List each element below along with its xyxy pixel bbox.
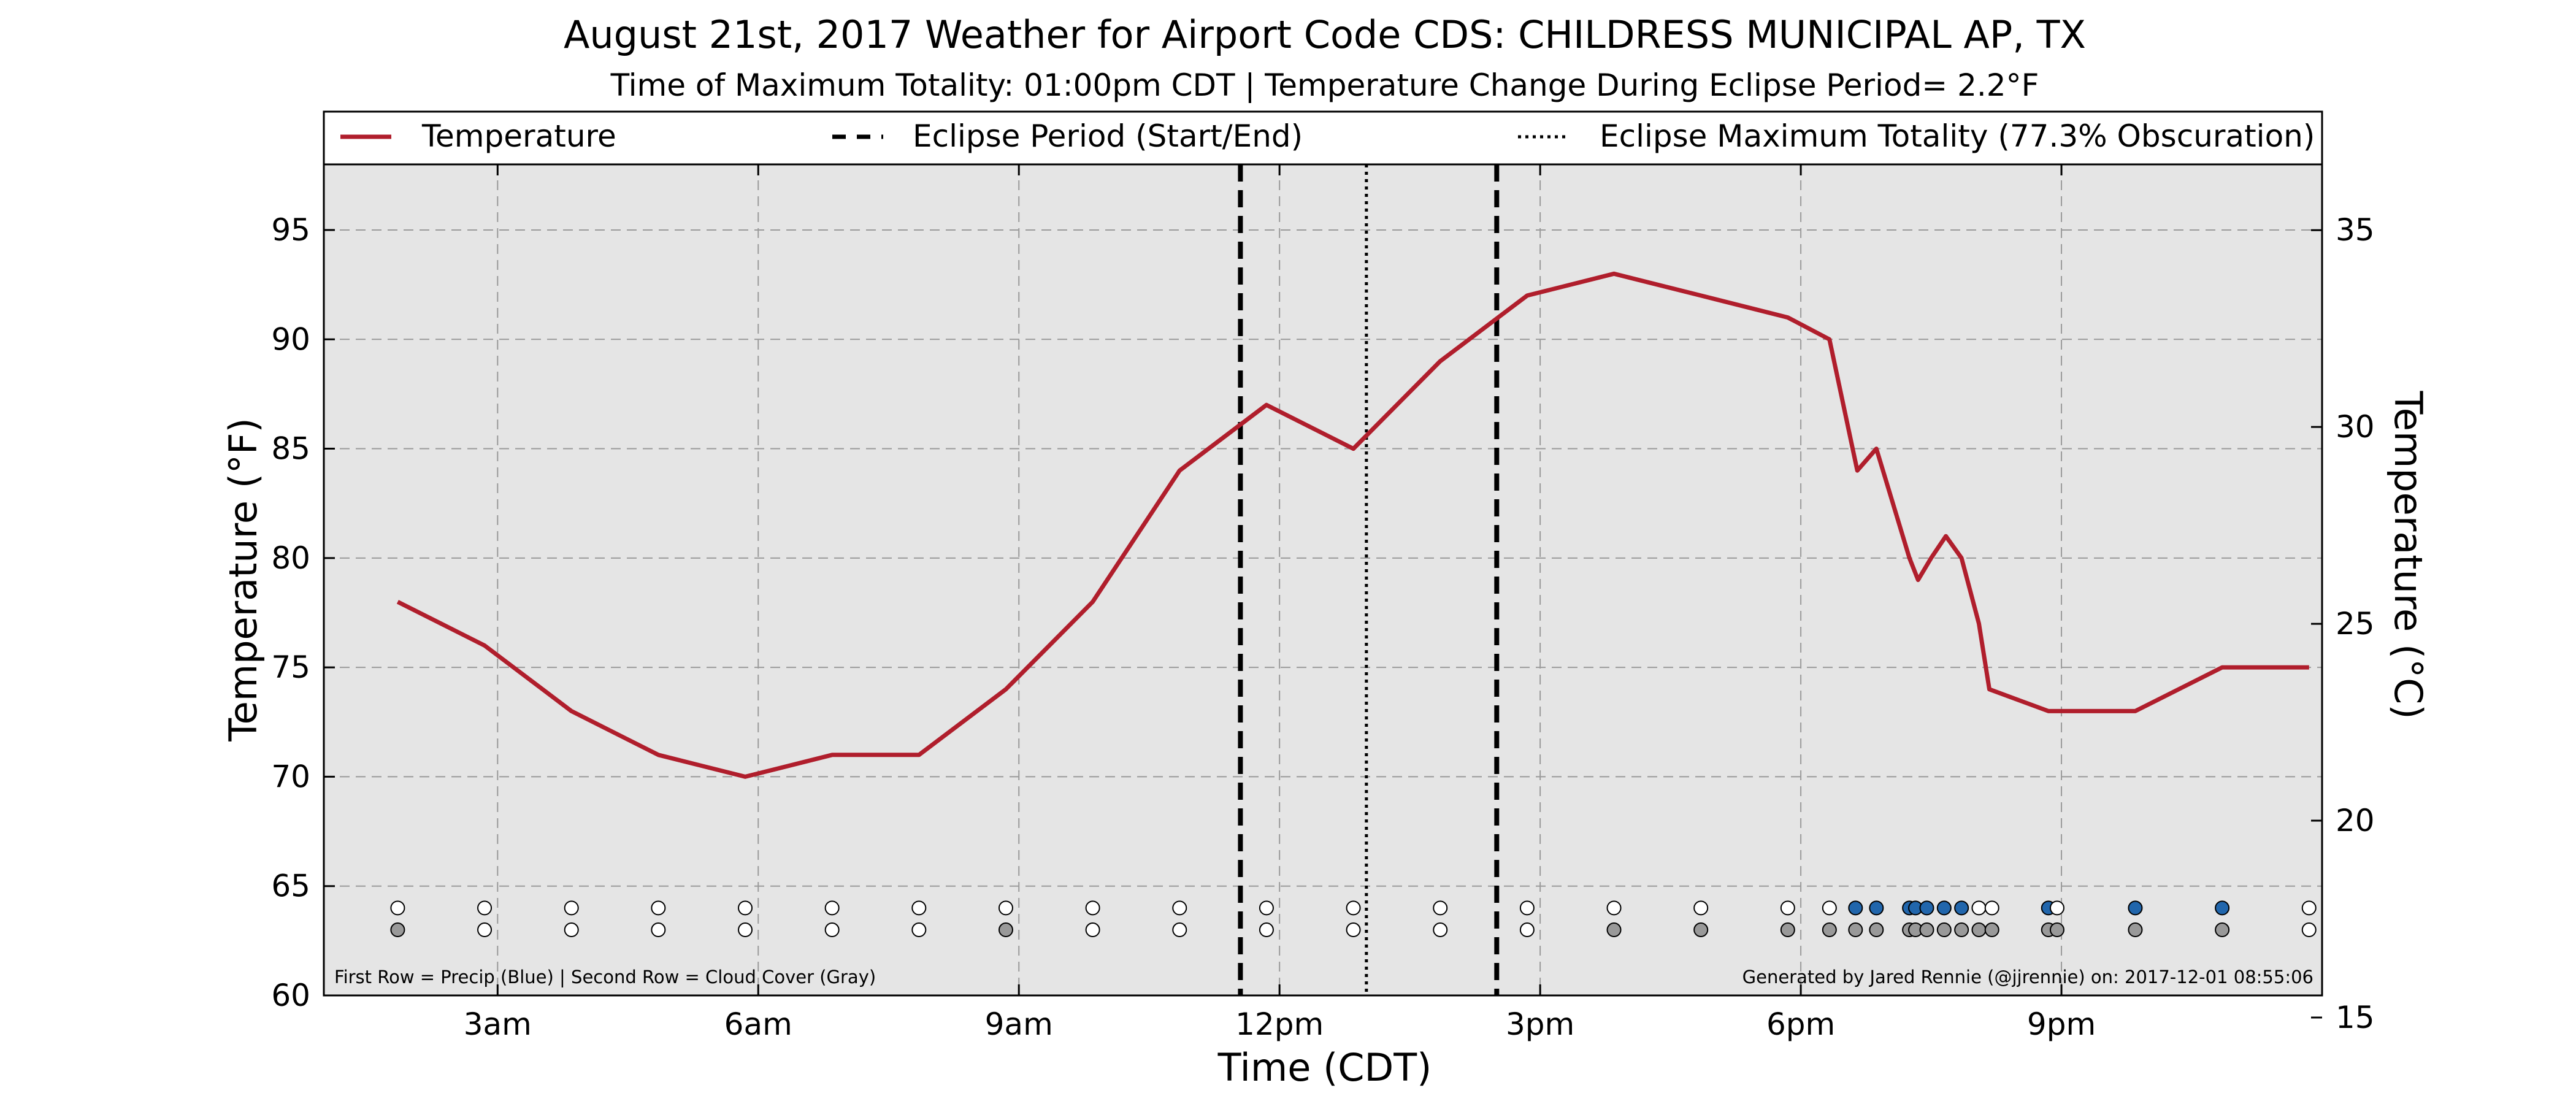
cloud-dot bbox=[1433, 922, 1448, 938]
precip-dot bbox=[2301, 900, 2317, 916]
y-right-tick-label: 15 bbox=[2336, 1000, 2375, 1035]
x-tick-label: 9pm bbox=[2027, 1006, 2096, 1042]
y-tick-label: 85 bbox=[271, 431, 310, 467]
temperature-line bbox=[396, 271, 2309, 779]
footnote-left: First Row = Precip (Blue) | Second Row =… bbox=[334, 967, 876, 987]
y-axis-right-label: Temperature (°C) bbox=[2386, 390, 2431, 719]
cloud-dot bbox=[1869, 922, 1884, 938]
precip-dot bbox=[1780, 900, 1795, 916]
chart-title: August 21st, 2017 Weather for Airport Co… bbox=[564, 12, 2086, 57]
cloud-dot bbox=[1919, 922, 1934, 938]
precip-dot bbox=[1606, 900, 1622, 916]
x-tick-label: 9am bbox=[985, 1006, 1053, 1042]
y-right-tick-label: 35 bbox=[2336, 212, 2375, 248]
y-tick-label: 90 bbox=[271, 321, 310, 357]
precip-dot bbox=[1259, 900, 1274, 916]
precip-dot bbox=[1822, 900, 1837, 916]
precip-dot bbox=[651, 900, 666, 916]
chart-subtitle: Time of Maximum Totality: 01:00pm CDT | … bbox=[610, 67, 2039, 103]
cloud-dot bbox=[1780, 922, 1795, 938]
cloud-dot bbox=[1984, 922, 1999, 938]
precip-dot bbox=[824, 900, 840, 916]
x-tick-label: 3am bbox=[464, 1006, 532, 1042]
cloud-dot bbox=[1954, 922, 1969, 938]
cloud-dot bbox=[911, 922, 927, 938]
precip-dot bbox=[1433, 900, 1448, 916]
legend-label-eclipse-max: Eclipse Maximum Totality (77.3% Obscurat… bbox=[1600, 118, 2315, 154]
y-tick-label: 70 bbox=[271, 759, 310, 794]
grid-lines bbox=[324, 164, 2322, 995]
cloud-dot bbox=[564, 922, 579, 938]
x-tick-label: 6pm bbox=[1766, 1006, 1835, 1042]
cloud-dot bbox=[1693, 922, 1709, 938]
y-tick-label: 65 bbox=[271, 868, 310, 904]
temperature-series bbox=[396, 271, 2309, 779]
precip-dot bbox=[998, 900, 1013, 916]
precip-dot bbox=[1519, 900, 1535, 916]
precip-dot bbox=[1919, 900, 1934, 916]
precip-dot bbox=[564, 900, 579, 916]
y-right-tick-label: 25 bbox=[2336, 606, 2375, 642]
observation-dots bbox=[390, 900, 2317, 938]
x-tick-label: 3pm bbox=[1506, 1006, 1574, 1042]
cloud-dot bbox=[738, 922, 753, 938]
precip-dot bbox=[1346, 900, 1361, 916]
y-tick-label: 75 bbox=[271, 650, 310, 685]
cloud-dot bbox=[2215, 922, 2230, 938]
precip-dot bbox=[1936, 900, 1952, 916]
x-tick-label: 12pm bbox=[1235, 1006, 1324, 1042]
precip-dot bbox=[1693, 900, 1709, 916]
cloud-dot bbox=[998, 922, 1013, 938]
x-axis-ticks: 3am 6am 9am 12pm 3pm 6pm 9pm bbox=[464, 164, 2096, 1042]
cloud-dot bbox=[1085, 922, 1100, 938]
cloud-dot bbox=[1848, 922, 1863, 938]
precip-dot bbox=[1954, 900, 1969, 916]
precip-dot bbox=[738, 900, 753, 916]
precip-dot bbox=[2128, 900, 2143, 916]
y-tick-label: 60 bbox=[271, 978, 310, 1013]
cloud-dot bbox=[477, 922, 493, 938]
y-right-tick-label: 30 bbox=[2336, 409, 2375, 445]
cloud-dot bbox=[2128, 922, 2143, 938]
precip-dot bbox=[1848, 900, 1863, 916]
legend-label-eclipse-period: Eclipse Period (Start/End) bbox=[913, 118, 1303, 154]
footnote-right: Generated by Jared Rennie (@jjrennie) on… bbox=[1742, 967, 2313, 987]
precip-dot bbox=[911, 900, 927, 916]
cloud-dot bbox=[1606, 922, 1622, 938]
y-axis-left-label: Temperature (°F) bbox=[221, 418, 266, 742]
cloud-dot bbox=[1936, 922, 1952, 938]
precip-dot bbox=[477, 900, 493, 916]
legend-box bbox=[323, 110, 2323, 166]
precip-dot bbox=[2215, 900, 2230, 916]
y-right-tick-label: 20 bbox=[2336, 803, 2375, 838]
cloud-dot bbox=[2049, 922, 2064, 938]
y-axis-left-ticks: 60 65 70 75 80 85 90 95 bbox=[271, 212, 335, 1013]
cloud-dot bbox=[1971, 922, 1987, 938]
cloud-dot bbox=[1259, 922, 1274, 938]
cloud-dot bbox=[1346, 922, 1361, 938]
cloud-dot bbox=[390, 922, 405, 938]
cloud-dot bbox=[1172, 922, 1187, 938]
x-axis-label: Time (CDT) bbox=[1217, 1045, 1432, 1090]
y-tick-label: 80 bbox=[271, 540, 310, 576]
precip-dot bbox=[1085, 900, 1100, 916]
precip-dot bbox=[390, 900, 405, 916]
cloud-dot bbox=[1822, 922, 1837, 938]
cloud-dot bbox=[824, 922, 840, 938]
y-axis-right-ticks: 15 20 25 30 35 bbox=[2311, 212, 2375, 1035]
eclipse-markers bbox=[1238, 164, 1500, 995]
plot-area bbox=[324, 164, 2322, 995]
precip-dot bbox=[1172, 900, 1187, 916]
y-tick-label: 95 bbox=[271, 212, 310, 248]
cloud-dot bbox=[1519, 922, 1535, 938]
cloud-dot bbox=[2301, 922, 2317, 938]
x-tick-label: 6am bbox=[724, 1006, 792, 1042]
cloud-dot bbox=[651, 922, 666, 938]
precip-dot bbox=[1971, 900, 1987, 916]
precip-dot bbox=[1984, 900, 1999, 916]
precip-dot bbox=[2049, 900, 2064, 916]
precip-dot bbox=[1869, 900, 1884, 916]
legend-label-temperature: Temperature bbox=[421, 118, 616, 154]
